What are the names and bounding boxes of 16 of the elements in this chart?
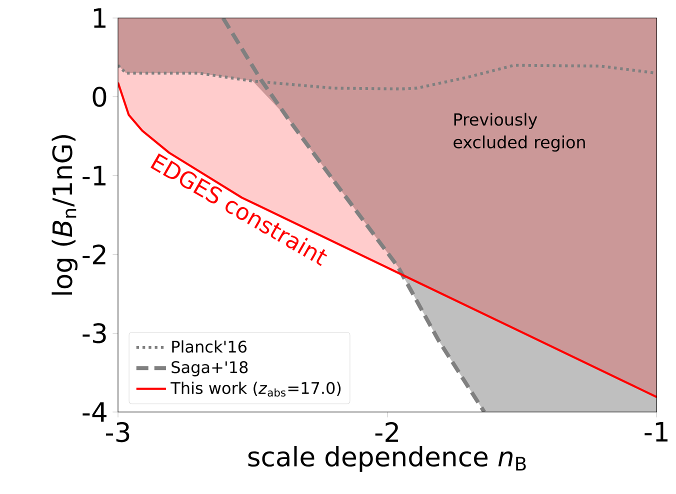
y-tick-label: 1: [94, 8, 106, 28]
legend-label: Planck'16: [172, 340, 246, 353]
y-tick-label: -1: [82, 166, 106, 186]
legend-label: This work (z$_{abs}$=17.0): [170, 382, 341, 397]
x-tick-label: -3: [106, 422, 130, 442]
y-tick-label: 0: [92, 86, 106, 107]
x-tick-label: -1: [644, 422, 668, 442]
y-tick-label: -2: [82, 244, 106, 264]
x-tick-label: -2: [375, 422, 398, 442]
legend-label: Saga+'18: [172, 361, 248, 376]
x-axis-title: scale dependence n$_{B}$: [248, 446, 526, 472]
y-tick-label: -3: [82, 323, 106, 344]
line-series: [118, 82, 657, 398]
annotation: Previously excluded region: [454, 112, 585, 152]
y-tick-label: -4: [82, 402, 106, 422]
y-axis-title: log (B$_{n}$/1nG): [52, 135, 78, 295]
